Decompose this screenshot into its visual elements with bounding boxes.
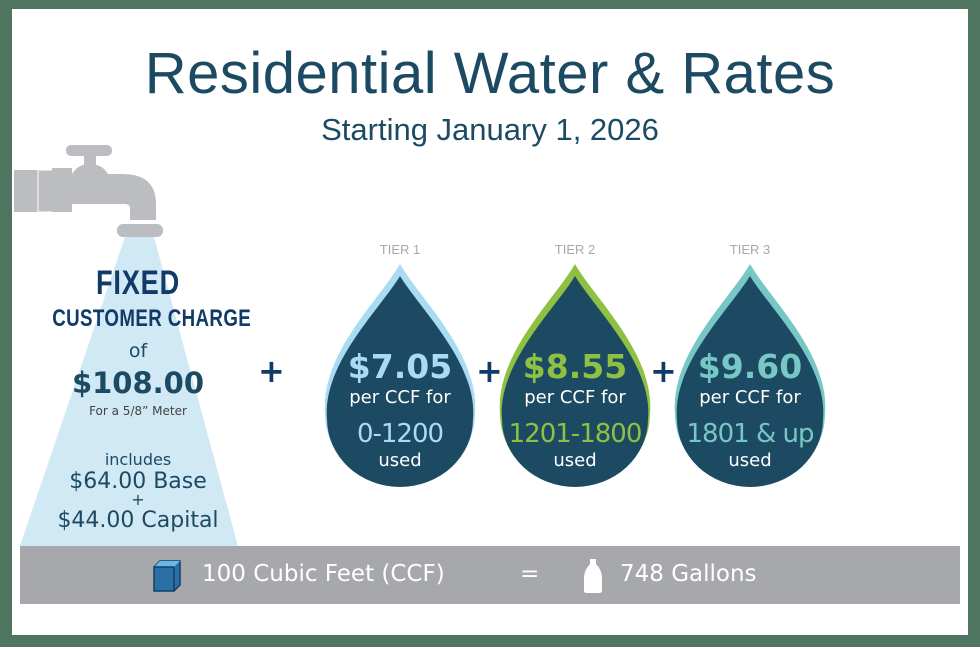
tier-3-drop: TIER 3 $9.60 per CCF for 1801 & up used (670, 242, 830, 487)
plus-sign: + (650, 352, 677, 390)
tier-price: $9.60 (697, 347, 803, 386)
plus-small: + (131, 490, 145, 509)
tier-used: used (378, 450, 422, 471)
tier-used: used (553, 450, 597, 471)
water-stream-beam (20, 237, 238, 546)
tier-price: $8.55 (522, 347, 628, 386)
milk-jug-icon (584, 559, 602, 593)
plus-sign: + (258, 352, 285, 390)
tier-per: per CCF for (699, 387, 801, 408)
customer-charge-heading: CUSTOMER CHARGE (52, 305, 252, 332)
tier-1-drop: TIER 1 $7.05 per CCF for 0-1200 used (320, 242, 480, 487)
ccf-label: 100 Cubic Feet (CCF) (202, 561, 445, 587)
fixed-heading: FIXED (95, 264, 181, 302)
tier-2-drop: TIER 2 $8.55 per CCF for 1201-1800 used (495, 242, 655, 487)
capital-charge: $44.00 Capital (57, 508, 219, 533)
tier-range: 1201-1800 (508, 419, 643, 449)
page-title: Residential Water & Rates (144, 41, 836, 106)
plus-sign: + (476, 352, 503, 390)
gallons-label: 748 Gallons (620, 561, 757, 587)
fixed-charge-amount: $108.00 (71, 366, 205, 400)
equals-sign: = (520, 561, 540, 587)
conversion-bar: 100 Cubic Feet (CCF) = 748 Gallons (20, 546, 960, 604)
water-drop-icon (324, 264, 476, 487)
meter-note: For a 5/8” Meter (89, 404, 187, 418)
tier-per: per CCF for (524, 387, 626, 408)
includes-text: includes (104, 450, 172, 469)
tier-range: 1801 & up (686, 419, 815, 449)
tier-used: used (728, 450, 772, 471)
page-subtitle: Starting January 1, 2026 (321, 112, 659, 147)
tier-label: TIER 2 (554, 242, 596, 257)
tier-label: TIER 3 (729, 242, 771, 257)
base-charge: $64.00 Base (69, 469, 207, 494)
water-drop-icon (499, 264, 651, 487)
tier-label: TIER 1 (379, 242, 421, 257)
tier-per: per CCF for (349, 387, 451, 408)
cube-icon (153, 560, 181, 592)
tier-price: $7.05 (347, 347, 453, 386)
of-text: of (128, 340, 148, 362)
water-drop-icon (674, 264, 826, 487)
faucet-icon (14, 145, 163, 237)
tier-range: 0-1200 (356, 419, 444, 449)
